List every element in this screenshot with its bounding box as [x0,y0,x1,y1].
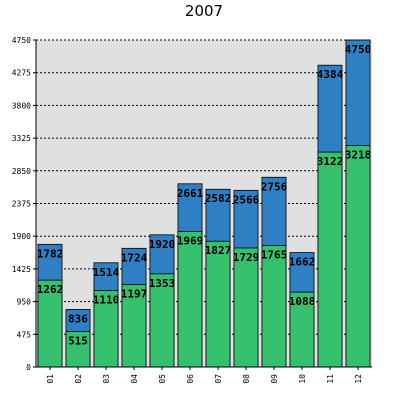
data-label: 1827 [205,244,232,257]
bar [345,145,371,368]
data-label: 3122 [317,155,344,168]
axes [35,40,372,368]
data-label: 3218 [345,148,372,161]
y-tick-label: 2850 [12,167,31,176]
data-label: 1197 [121,288,148,301]
data-label: 1353 [149,277,176,290]
bar [205,240,231,368]
data-label: 836 [68,312,88,325]
y-tick-label: 2375 [12,200,31,209]
data-label: 1724 [121,251,148,264]
y-tick-label: 475 [17,330,32,339]
data-label: 2566 [233,193,260,206]
data-label: 2661 [177,187,204,200]
data-label: 1765 [261,248,288,261]
x-tick-label: 03 [102,374,111,384]
x-tick-label: 10 [298,374,307,384]
bar [93,290,119,368]
data-label: 2582 [205,192,232,205]
data-label: 1110 [93,294,120,307]
y-tick-label: 4275 [12,69,31,78]
x-tick-label: 07 [214,374,223,384]
x-tick-label: 02 [74,374,83,384]
data-label: 2756 [261,180,288,193]
x-tick-label: 12 [354,374,363,384]
x-tick-label: 08 [242,374,251,384]
data-label: 1729 [233,251,260,264]
bar [121,284,147,368]
gridlines [36,39,372,335]
bars [37,39,371,368]
bar [37,279,63,368]
bar [261,245,287,368]
chart-title: 2007 [185,2,223,20]
y-tick-label: 1425 [12,265,31,274]
bar [177,231,203,368]
data-label: 1920 [149,238,176,251]
x-tick-label: 05 [158,374,167,384]
data-label: 515 [68,335,88,348]
bar [149,273,175,368]
data-label: 1782 [37,247,64,260]
data-label: 4384 [317,68,344,81]
x-tick-label: 01 [46,374,55,384]
data-label: 4750 [345,43,372,56]
y-tick-label: 3325 [12,134,31,143]
x-axis-ticks: 01 02 03 04 05 06 07 08 09 10 11 12 [46,367,363,384]
y-tick-label: 0 [26,363,31,372]
y-tick-label: 950 [17,298,32,307]
data-label: 1262 [37,283,64,296]
data-label: 1088 [289,295,316,308]
y-tick-label: 3800 [12,101,31,110]
x-tick-label: 06 [186,374,195,384]
data-label: 1514 [93,266,120,279]
bar [317,151,343,368]
data-label: 1969 [177,234,204,247]
bar [65,331,91,368]
y-tick-label: 4750 [12,36,31,45]
y-axis-ticks: 0 475 950 1425 1900 2375 2850 3325 3800 4275 4750 [12,36,36,372]
y-tick-label: 1900 [12,232,31,241]
x-tick-label: 09 [270,374,279,384]
x-tick-label: 11 [326,374,335,384]
x-tick-label: 04 [130,374,139,384]
bar [233,247,259,368]
data-label: 1662 [289,256,316,269]
